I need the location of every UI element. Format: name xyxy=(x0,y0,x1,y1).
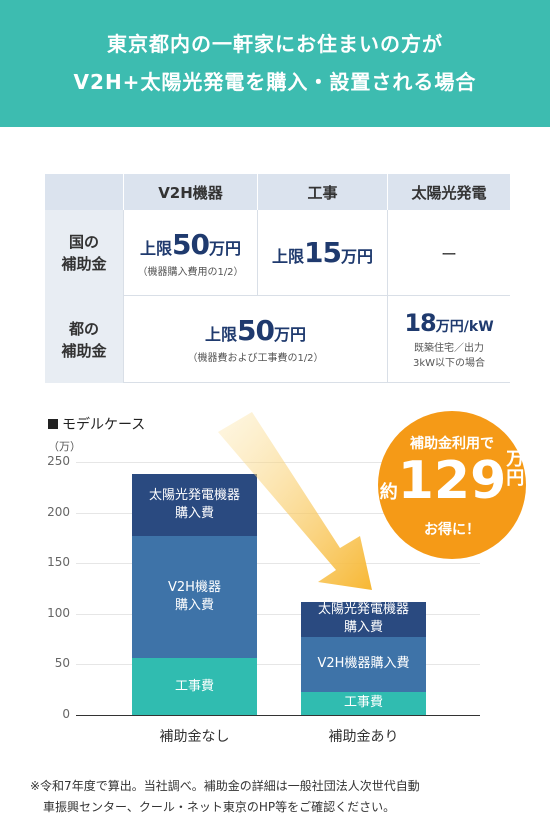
limit-amount: 50 xyxy=(237,314,275,347)
national-solar-cell: ー xyxy=(387,210,510,296)
badge-amount: 129 xyxy=(397,451,507,511)
badge-line1: 補助金利用で xyxy=(410,436,494,452)
subsidy-table: V2H機器 工事 太陽光発電 国の 補助金 上限50万円 （機器購入費用の1/2… xyxy=(45,174,510,383)
chart-legend: モデルケース xyxy=(48,414,145,434)
national-v2h-cell: 上限50万円 （機器購入費用の1/2） xyxy=(123,210,257,296)
bar-segment-label-line: 太陽光発電機器 xyxy=(148,488,240,503)
limit-prefix: 上限 xyxy=(272,247,305,266)
bar-segment-label: 太陽光発電機器 購入費 xyxy=(149,487,240,523)
footnote: ※令和7年度で算出。当社調べ。補助金の詳細は一般社団法人次世代自動 車振興センタ… xyxy=(30,776,530,818)
header-solar: 太陽光発電 xyxy=(387,174,510,210)
gridline xyxy=(76,613,480,615)
bar-segment-label-line: 購入費 xyxy=(343,620,383,636)
cell-note: 既築住宅／出力 xyxy=(414,343,484,354)
header-construction: 工事 xyxy=(257,174,387,210)
gridline xyxy=(76,512,480,514)
gridline xyxy=(76,664,480,666)
badge-unit: 円 xyxy=(506,468,525,489)
limit-unit: 万円 xyxy=(208,238,241,258)
bar-segment-label: V2H機器購入費 xyxy=(168,579,221,615)
bar-segment: 太陽光発電機器 購入費 xyxy=(301,601,426,638)
dash-value: ー xyxy=(440,244,457,264)
arrow-shape xyxy=(218,412,372,590)
bar-segment-label-line: 工事費 xyxy=(174,678,214,694)
legend-square-icon xyxy=(48,419,58,429)
row-label-line: 補助金 xyxy=(61,255,107,273)
footnote-line1: ※令和7年度で算出。当社調べ。補助金の詳細は一般社団法人次世代自動 xyxy=(30,779,420,793)
header-banner: 東京都内の一軒家にお住まいの方が V2H+太陽光発電を購入・設置される場合 xyxy=(0,0,550,127)
legend-label: モデルケース xyxy=(62,417,146,433)
solar-amount: 18 xyxy=(404,309,436,337)
limit-prefix: 上限 xyxy=(205,325,238,344)
limit-amount: 50 xyxy=(172,227,210,261)
y-tick-label: 0 xyxy=(62,707,70,721)
y-tick-label: 250 xyxy=(47,454,70,468)
table-corner xyxy=(45,174,123,210)
banner-title-line1: 東京都内の一軒家にお住まいの方が xyxy=(107,32,443,56)
y-tick-label: 200 xyxy=(47,504,70,519)
bar-segment-label: 太陽光発電機器 購入費 xyxy=(318,601,409,637)
bar-segment: V2H機器購入費 xyxy=(132,535,257,659)
badge-prefix: 約 xyxy=(379,482,398,503)
limit-amount: 15 xyxy=(304,236,342,269)
footnote-line2: 車振興センター、クール・ネット東京のHP等をご確認ください。 xyxy=(43,800,396,814)
bar-segment-label-line: 購入費 xyxy=(174,598,214,614)
bar-segment-label: 工事費 xyxy=(175,678,214,696)
bar-segment: 太陽光発電機器 購入費 xyxy=(132,474,257,536)
bar-segment-label-line: 購入費 xyxy=(174,506,214,521)
limit-prefix: 上限 xyxy=(140,238,173,258)
row-label-national: 国の 補助金 xyxy=(45,210,123,296)
header-v2h: V2H機器 xyxy=(123,174,257,210)
bar-segment-label-line: V2H機器 xyxy=(168,580,221,596)
y-unit-label: （万） xyxy=(48,440,81,453)
bar-segment-label-line: 太陽光発電機器 xyxy=(317,602,409,618)
limit-unit: 万円 xyxy=(340,247,373,266)
bar-segment-label-line: 工事費 xyxy=(343,695,383,711)
bar-segment: 工事費 xyxy=(132,658,257,715)
badge-line3: お得に！ xyxy=(424,522,480,538)
cell-note: （機器費および工事費の1/2） xyxy=(187,353,324,364)
gridline xyxy=(76,563,480,565)
x-axis xyxy=(76,715,480,716)
badge-amount-row: 約129万円 xyxy=(378,449,526,513)
y-tick-label: 50 xyxy=(54,656,70,671)
savings-badge: 補助金利用で 約129万円 お得に！ xyxy=(378,411,526,559)
bar-segment-label: V2H機器購入費 xyxy=(318,655,410,673)
badge-unit: 万 xyxy=(506,449,525,470)
row-label-tokyo: 都の 補助金 xyxy=(45,296,123,383)
cell-note: （機器購入費用の1/2） xyxy=(137,266,244,278)
solar-unit: 万円/kW xyxy=(435,319,494,335)
row-label-line: 補助金 xyxy=(61,341,107,360)
y-tick-label: 150 xyxy=(47,555,70,570)
row-label-line: 都の xyxy=(68,319,99,338)
limit-unit: 万円 xyxy=(273,325,306,344)
tokyo-combined-cell: 上限50万円 （機器費および工事費の1/2） xyxy=(123,296,387,383)
bar-segment: V2H機器購入費 xyxy=(301,637,426,692)
bar-segment-label: 工事費 xyxy=(344,694,383,712)
tokyo-solar-cell: 18万円/kW 既築住宅／出力 3kW以下の場合 xyxy=(387,296,510,383)
x-category-label: 補助金あり xyxy=(328,729,399,745)
bar-segment: 工事費 xyxy=(301,691,426,715)
national-construction-cell: 上限15万円 xyxy=(257,210,387,296)
x-category-label: 補助金なし xyxy=(159,729,230,745)
bar-segment-label-line: V2H機器購入費 xyxy=(317,656,410,672)
cell-note: 3kW以下の場合 xyxy=(412,358,486,369)
row-label-line: 国の xyxy=(68,233,99,251)
y-tick-label: 100 xyxy=(47,605,70,620)
banner-title-line2: V2H+太陽光発電を購入・設置される場合 xyxy=(73,70,477,94)
